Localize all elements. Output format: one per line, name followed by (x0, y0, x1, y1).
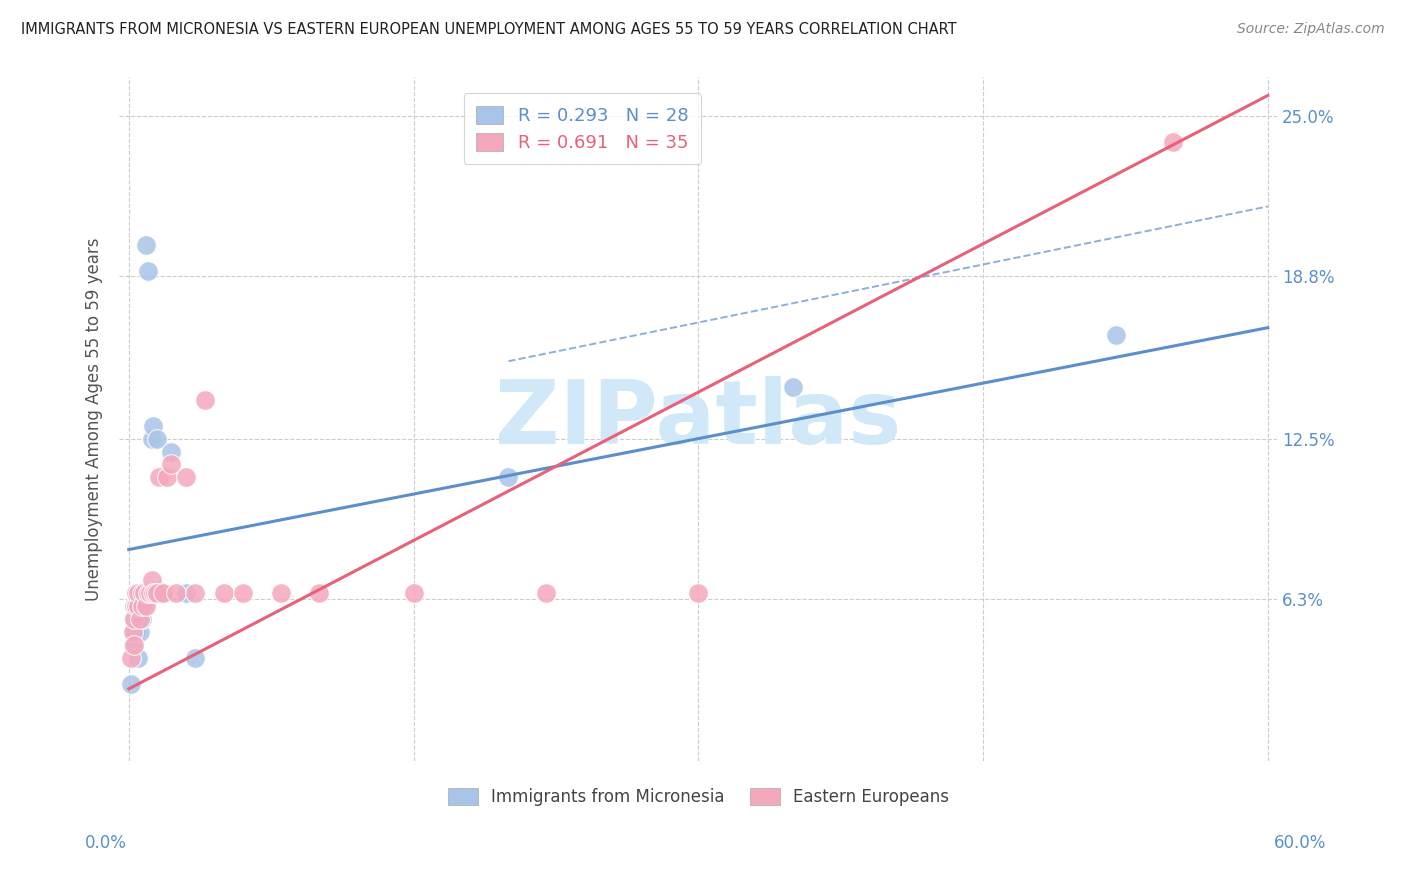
Point (121, 612, 143, 626)
Point (152, 586, 174, 600)
Point (132, 586, 155, 600)
Point (148, 470, 170, 484)
Point (127, 651, 149, 665)
Point (129, 612, 152, 626)
Point (1161, 135, 1184, 149)
Point (270, 586, 292, 600)
Text: IMMIGRANTS FROM MICRONESIA VS EASTERN EUROPEAN UNEMPLOYMENT AMONG AGES 55 TO 59 : IMMIGRANTS FROM MICRONESIA VS EASTERN EU… (21, 22, 956, 37)
Point (131, 586, 153, 600)
Point (131, 599, 153, 614)
Point (159, 458, 181, 472)
Text: 60.0%: 60.0% (1274, 834, 1327, 852)
Point (194, 392, 217, 407)
Point (152, 586, 174, 600)
Text: Source: ZipAtlas.com: Source: ZipAtlas.com (1237, 22, 1385, 37)
Point (143, 586, 166, 600)
Point (174, 470, 197, 484)
Point (184, 586, 207, 600)
Point (146, 432, 169, 446)
Point (138, 586, 160, 600)
Point (146, 586, 169, 600)
Point (136, 264, 159, 278)
Point (132, 599, 155, 614)
Point (156, 470, 179, 484)
Point (141, 432, 163, 446)
Point (125, 599, 148, 614)
Point (127, 586, 149, 600)
Point (212, 586, 235, 600)
Point (129, 625, 152, 640)
Point (402, 586, 425, 600)
Point (1105, 328, 1128, 343)
Point (132, 586, 155, 600)
Point (141, 574, 163, 588)
Point (125, 586, 148, 600)
Point (782, 380, 804, 394)
Point (131, 612, 153, 626)
Point (138, 586, 160, 600)
Point (174, 586, 197, 600)
Point (127, 599, 149, 614)
Text: ZIPatlas: ZIPatlas (495, 376, 901, 463)
Point (127, 612, 149, 626)
Point (131, 586, 153, 600)
Point (121, 625, 143, 640)
Point (124, 638, 146, 652)
Point (129, 586, 152, 600)
Point (536, 586, 558, 600)
Point (142, 586, 165, 600)
Point (120, 651, 142, 665)
Point (308, 586, 330, 600)
Point (159, 444, 181, 458)
Point (124, 612, 146, 626)
Point (136, 586, 159, 600)
Point (124, 625, 146, 640)
Point (125, 599, 148, 614)
Point (498, 470, 520, 484)
Point (120, 676, 142, 690)
Text: 0.0%: 0.0% (84, 834, 127, 852)
Point (135, 599, 157, 614)
Y-axis label: Unemployment Among Ages 55 to 59 years: Unemployment Among Ages 55 to 59 years (86, 237, 103, 601)
Point (142, 418, 165, 433)
Point (124, 599, 146, 614)
Point (121, 638, 143, 652)
Point (232, 586, 254, 600)
Point (135, 238, 157, 252)
Legend: Immigrants from Micronesia, Eastern Europeans: Immigrants from Micronesia, Eastern Euro… (439, 780, 957, 814)
Point (125, 625, 148, 640)
Point (184, 651, 207, 665)
Point (165, 586, 187, 600)
Point (688, 586, 710, 600)
